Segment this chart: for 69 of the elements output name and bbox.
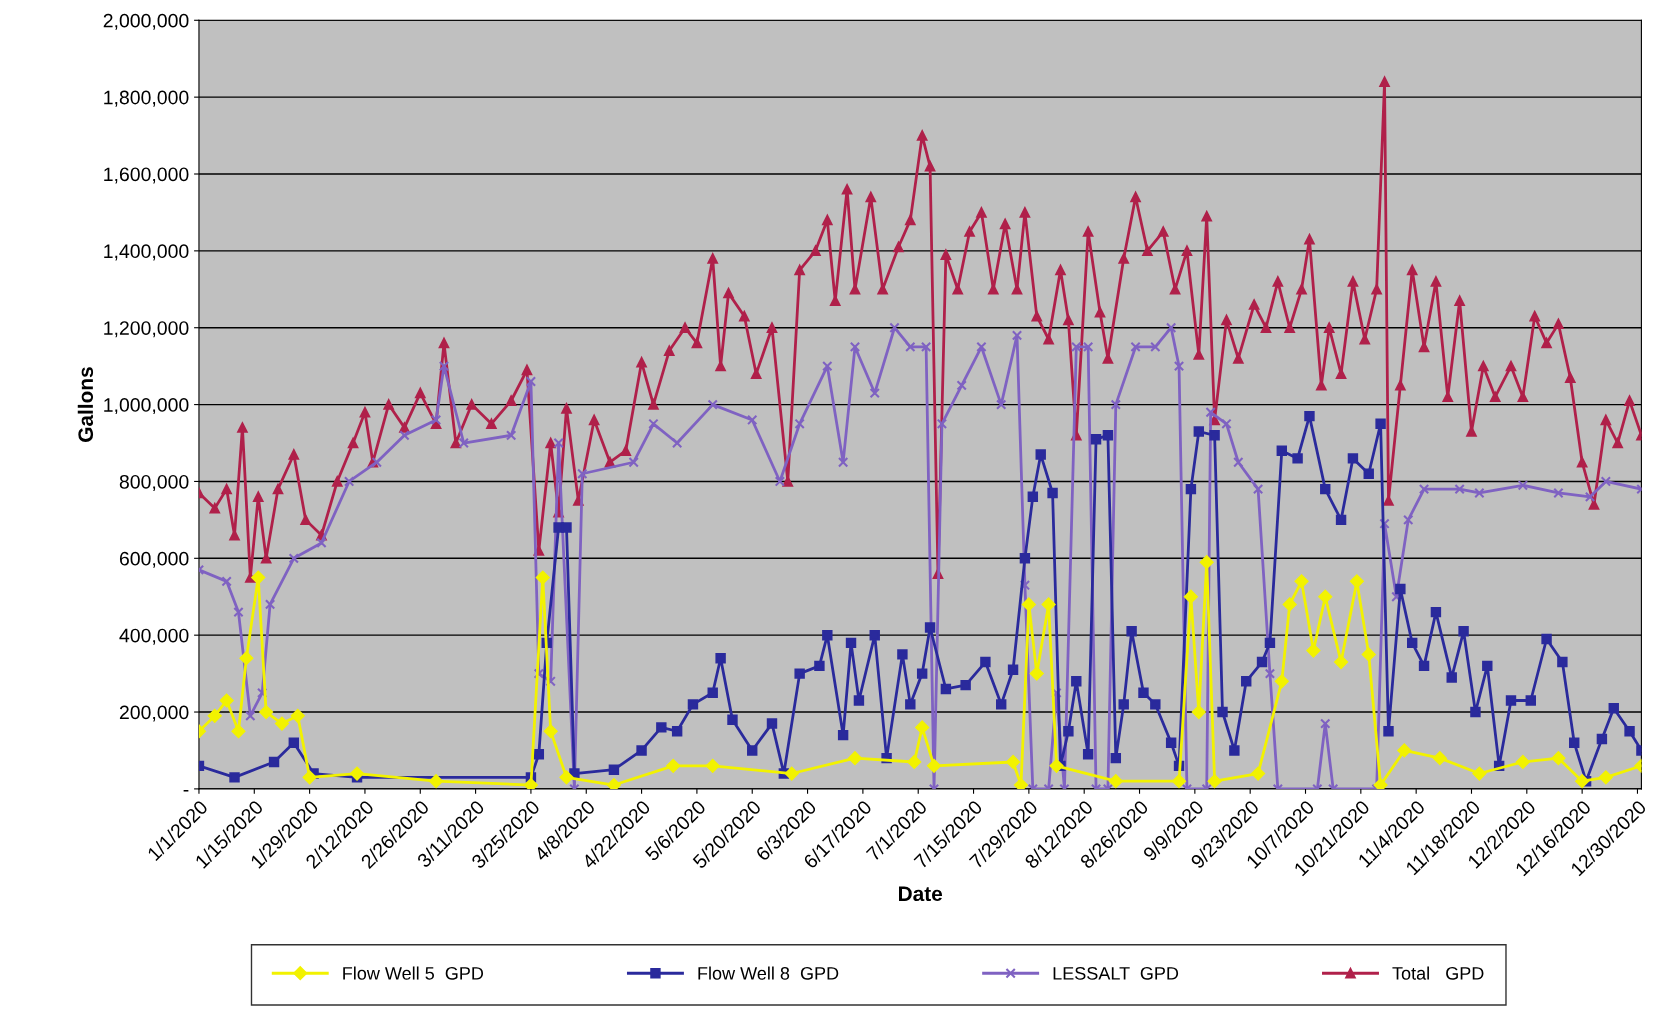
x-axis-title: Date [899, 886, 943, 902]
point [1207, 774, 1222, 789]
point [1049, 758, 1064, 773]
point [219, 693, 234, 708]
legend-label: Flow Well 8 GPD [698, 966, 839, 980]
point [1306, 643, 1321, 658]
point [1006, 755, 1020, 769]
y-tick-label: - [183, 790, 189, 792]
y-axis-title: Gallons [77, 367, 94, 442]
point [848, 751, 862, 766]
y-tick-label: 1,000,000 [104, 398, 189, 415]
point [275, 716, 289, 731]
legend-label: Flow Well 5 GPD [343, 966, 484, 980]
point [705, 758, 720, 773]
point [1274, 674, 1289, 689]
point [1191, 705, 1206, 719]
point [1432, 751, 1447, 766]
point [1334, 655, 1348, 669]
y-tick-label: 400,000 [119, 628, 189, 645]
point [251, 570, 266, 585]
point [290, 708, 305, 723]
point [207, 708, 222, 723]
point [559, 770, 574, 785]
point [1199, 555, 1214, 570]
point [1183, 589, 1198, 604]
y-tick-label: 1,600,000 [104, 167, 189, 184]
point [1472, 766, 1487, 781]
point [523, 778, 538, 789]
point [1108, 774, 1123, 789]
point [1551, 751, 1566, 766]
point [1251, 766, 1266, 781]
point [784, 766, 799, 781]
y-tick-label: 200,000 [119, 705, 189, 722]
point [1318, 589, 1333, 604]
legend-label: LESSALT GPD [1053, 966, 1179, 980]
point [1598, 770, 1613, 785]
point [535, 570, 550, 585]
point [429, 774, 444, 789]
point [907, 755, 922, 769]
y-tick-label: 600,000 [119, 551, 189, 568]
point [1515, 755, 1530, 769]
y-tick-label: 800,000 [119, 474, 189, 491]
y-tick-label: 2,000,000 [103, 13, 189, 30]
point [259, 705, 274, 719]
point [606, 778, 621, 789]
point [1021, 597, 1036, 612]
y-tick-label: 1,800,000 [104, 90, 189, 107]
point [1349, 574, 1364, 589]
point [1282, 597, 1297, 612]
point [231, 724, 246, 739]
y-tick-label: 1,400,000 [104, 244, 189, 261]
point [1373, 778, 1388, 789]
point [1014, 778, 1028, 789]
point [1172, 774, 1186, 789]
point [927, 758, 941, 773]
point [666, 758, 681, 773]
point [302, 770, 317, 785]
y-tick-label: 1,200,000 [104, 321, 189, 338]
point [350, 766, 364, 781]
point [239, 651, 254, 666]
point [1029, 666, 1044, 681]
point [915, 720, 930, 735]
point [1041, 597, 1056, 612]
point [543, 724, 558, 739]
point [1397, 743, 1412, 758]
legend-label: Total GPD [1392, 966, 1484, 980]
point [1575, 774, 1590, 789]
point [1361, 647, 1376, 662]
point [1294, 574, 1309, 589]
